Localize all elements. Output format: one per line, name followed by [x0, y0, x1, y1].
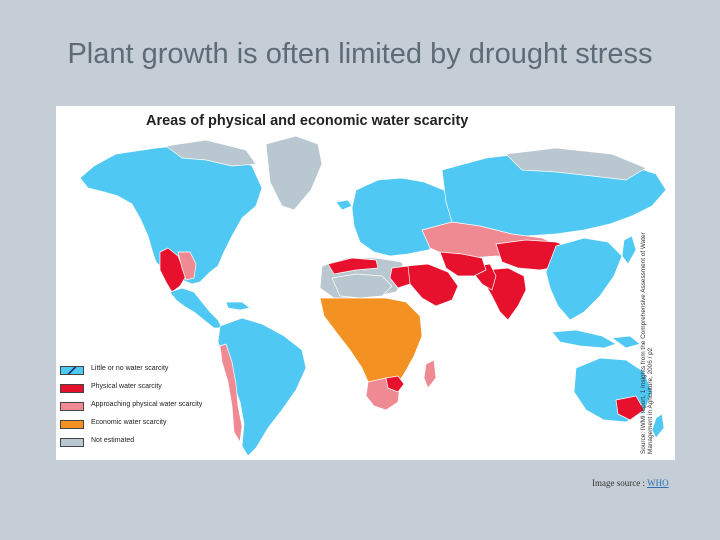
region-maghreb	[327, 257, 379, 275]
region-madagascar	[423, 359, 437, 389]
region-japan	[621, 235, 637, 265]
image-credit-prefix: Image source :	[592, 478, 648, 488]
region-mexico	[169, 287, 223, 329]
source-note: Source: IWMI report, 1 Insights from the…	[640, 232, 655, 454]
legend-swatch-not-estimated	[60, 438, 84, 447]
region-w-usa	[177, 251, 197, 281]
region-east-asia	[545, 237, 623, 321]
image-credit-link[interactable]: WHO	[647, 478, 669, 488]
region-egypt	[389, 265, 411, 289]
region-arctic-canada	[165, 139, 257, 167]
region-iceland	[335, 199, 353, 211]
legend-label: Not estimated	[91, 437, 135, 444]
region-papua	[611, 335, 641, 349]
region-andes	[219, 343, 243, 443]
region-greenland	[265, 135, 323, 211]
region-sw-usa	[159, 247, 187, 293]
legend-swatch-economic	[60, 420, 84, 429]
image-credit: Image source : WHO	[592, 478, 669, 488]
region-caribbean	[225, 301, 251, 311]
legend-swatch-little	[60, 366, 84, 375]
region-sahara	[331, 273, 393, 299]
region-new-zealand	[651, 413, 665, 439]
region-iran-pakistan	[439, 251, 487, 277]
slide-title: Plant growth is often limited by drought…	[67, 38, 653, 70]
map-title: Areas of physical and economic water sca…	[146, 113, 469, 129]
world-map	[79, 135, 667, 457]
legend-label: Little or no water scarcity	[91, 365, 169, 372]
legend-label: Approaching physical water scarcity	[91, 401, 203, 408]
region-southeast-australia	[615, 395, 645, 421]
region-south-africa-red	[385, 375, 405, 393]
region-arabia	[405, 263, 459, 307]
legend-label: Physical water scarcity	[91, 383, 162, 390]
legend-swatch-approaching	[60, 402, 84, 411]
region-indonesia	[551, 329, 617, 349]
water-scarcity-map: Areas of physical and economic water sca…	[56, 106, 675, 460]
legend-label: Economic water scarcity	[91, 419, 167, 426]
legend-swatch-physical	[60, 384, 84, 393]
region-siberia-grey	[505, 147, 647, 181]
